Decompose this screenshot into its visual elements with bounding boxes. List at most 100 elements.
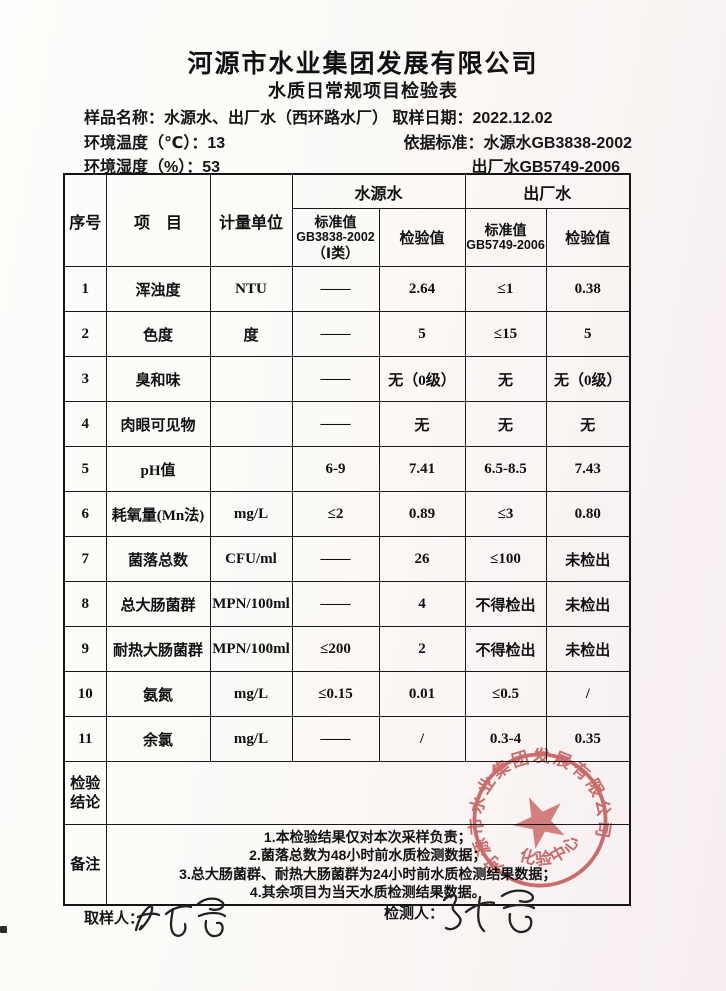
col-header-source-value: 检验值 bbox=[378, 208, 466, 267]
cell-row-number: 7 bbox=[63, 536, 107, 582]
table-row: 5 pH值 6-9 7.41 6.5-8.5 7.43 bbox=[63, 446, 631, 492]
cell-unit: CFU/ml bbox=[209, 536, 293, 582]
cell-source-standard: ≤2 bbox=[291, 491, 380, 537]
remark-line-2: 2.菌落总数为48小时前水质检测数据； bbox=[249, 847, 487, 863]
table-row: 11 余氯 mg/L —— / 0.3-4 0.35 bbox=[63, 716, 631, 762]
col-header-factory-standard: 标准值 GB5749-2006 bbox=[464, 208, 547, 267]
cell-source-value: 26 bbox=[378, 536, 466, 582]
cell-factory-value: 5 bbox=[545, 311, 631, 357]
seal-star bbox=[513, 797, 565, 850]
cell-unit bbox=[209, 356, 293, 402]
cell-row-number: 1 bbox=[63, 266, 107, 312]
cell-factory-standard: 6.5-8.5 bbox=[464, 446, 547, 492]
cell-factory-value: 未检出 bbox=[545, 581, 631, 627]
company-name: 河源市水业集团发展有限公司 bbox=[187, 50, 539, 78]
cell-source-value: 无 bbox=[378, 401, 466, 447]
table-row: 4 肉眼可见物 —— 无 无 无 bbox=[63, 401, 631, 447]
cell-factory-standard: ≤100 bbox=[464, 536, 547, 582]
remark-line-4: 4.其余项目为当天水质检测结果数据。 bbox=[249, 884, 486, 900]
cell-row-number: 10 bbox=[63, 671, 107, 717]
cell-factory-standard: 0.3-4 bbox=[464, 716, 547, 762]
col-header-unit: 计量单位 bbox=[209, 173, 293, 267]
cell-row-number: 2 bbox=[63, 311, 107, 357]
sampling-date-label: 取样日期： bbox=[392, 110, 473, 127]
cell-source-standard: —— bbox=[291, 716, 380, 762]
cell-source-standard: —— bbox=[291, 401, 380, 447]
tester-label: 检测人： bbox=[384, 905, 445, 922]
remarks-label: 备注 bbox=[70, 856, 101, 873]
cell-factory-standard: ≤0.5 bbox=[464, 671, 547, 717]
factory-standard-gb: GB5749-2006 bbox=[466, 238, 545, 252]
cell-unit: 度 bbox=[209, 311, 293, 357]
cell-source-standard: —— bbox=[291, 536, 380, 582]
sample-info-line: 样品名称：水源水、出厂水（西环路水厂） 取样日期：2022.12.02 bbox=[84, 104, 553, 128]
cell-factory-value: 0.80 bbox=[545, 491, 631, 537]
cell-factory-standard: 不得检出 bbox=[464, 581, 547, 627]
standard-factory-line: 出厂水GB5749-2006 bbox=[471, 153, 620, 177]
col-header-item: 项 目 bbox=[105, 173, 211, 267]
form-title: 水质日常规项目检验表 bbox=[268, 81, 458, 101]
cell-item-name: 总大肠菌群 bbox=[105, 581, 211, 627]
remark-line-3: 3.总大肠菌群、耐热大肠菌群为24小时前水质检测结果数据； bbox=[179, 865, 557, 882]
cell-source-standard: —— bbox=[291, 266, 380, 312]
cell-row-number: 9 bbox=[63, 626, 107, 672]
table-row: 9 耐热大肠菌群 MPN/100ml ≤200 2 不得检出 未检出 bbox=[63, 626, 631, 672]
cell-unit: mg/L bbox=[209, 491, 293, 537]
cell-factory-value: / bbox=[545, 671, 631, 717]
cell-item-name: 氨氮 bbox=[105, 671, 211, 717]
table-row: 10 氨氮 mg/L ≤0.15 0.01 ≤0.5 / bbox=[63, 671, 631, 717]
cell-source-standard: —— bbox=[291, 356, 380, 402]
cell-item-name: 色度 bbox=[105, 311, 211, 357]
cell-factory-value: 7.43 bbox=[545, 446, 631, 492]
cell-item-name: 臭和味 bbox=[105, 356, 211, 402]
cell-factory-standard: ≤15 bbox=[464, 311, 547, 357]
table-row: 8 总大肠菌群 MPN/100ml —— 4 不得检出 未检出 bbox=[63, 581, 631, 627]
cell-row-number: 6 bbox=[63, 491, 107, 537]
cell-unit: MPN/100ml bbox=[209, 626, 293, 672]
cell-source-standard: ≤200 bbox=[291, 626, 380, 672]
cell-row-number: 5 bbox=[63, 446, 107, 492]
cell-unit: NTU bbox=[209, 266, 293, 312]
water-quality-table: 序号 项 目 计量单位 水源水 出厂水 标准值 GB3838-2002 （Ⅰ类）… bbox=[63, 173, 632, 906]
cell-row-number: 3 bbox=[63, 356, 107, 402]
conclusion-label-line1: 检验 bbox=[70, 775, 101, 792]
col-header-source-standard: 标准值 GB3838-2002 （Ⅰ类） bbox=[291, 208, 380, 267]
source-standard-line1: 标准值 bbox=[314, 214, 357, 230]
col-header-no: 序号 bbox=[63, 173, 107, 267]
env-humidity-label: 环境湿度（%）： bbox=[84, 159, 203, 176]
cell-source-value: 0.89 bbox=[378, 491, 466, 537]
cell-factory-value: 0.35 bbox=[545, 716, 631, 762]
table-header-row-1: 序号 项 目 计量单位 水源水 出厂水 bbox=[63, 173, 631, 267]
cell-source-standard: ≤0.15 bbox=[291, 671, 380, 717]
cell-factory-standard: 不得检出 bbox=[464, 626, 547, 672]
group-header-source-water: 水源水 bbox=[291, 173, 466, 209]
cell-item-name: 余氯 bbox=[105, 716, 211, 762]
cell-row-number: 11 bbox=[63, 716, 107, 762]
cell-source-standard: 6-9 bbox=[291, 446, 380, 492]
env-temp-value: 13 bbox=[207, 135, 226, 152]
seal-ring bbox=[472, 752, 608, 888]
cell-source-value: 0.01 bbox=[378, 671, 466, 717]
cell-factory-standard: ≤3 bbox=[464, 491, 547, 537]
env-temp-line: 环境温度（℃）：13 bbox=[84, 129, 225, 153]
tester-signature: 张丽霞 bbox=[442, 889, 536, 934]
factory-standard-line1: 标准值 bbox=[484, 222, 527, 238]
cell-unit bbox=[209, 401, 293, 447]
cell-source-value: / bbox=[378, 716, 466, 762]
cell-source-value: 5 bbox=[378, 311, 466, 357]
cell-unit: mg/L bbox=[209, 716, 293, 762]
cell-row-number: 4 bbox=[63, 401, 107, 447]
sampling-date-value: 2022.12.02 bbox=[472, 110, 553, 127]
conclusion-label: 检验 结论 bbox=[63, 761, 107, 825]
cell-factory-standard: ≤1 bbox=[464, 266, 547, 312]
table-row: 2 色度 度 —— 5 ≤15 5 bbox=[63, 311, 631, 357]
cell-item-name: 浑浊度 bbox=[105, 266, 211, 312]
group-header-factory-water: 出厂水 bbox=[464, 173, 631, 209]
cell-factory-value: 无 bbox=[545, 401, 631, 447]
cell-unit: MPN/100ml bbox=[209, 581, 293, 627]
remarks-content: 1.本检验结果仅对本次采样负责； 2.菌落总数为48小时前水质检测数据； 3.总… bbox=[105, 824, 631, 906]
standard-line: 依据标准：水源水GB3838-2002 bbox=[403, 129, 632, 153]
cell-factory-value: 未检出 bbox=[545, 626, 631, 672]
cell-item-name: pH值 bbox=[105, 446, 211, 492]
sample-name-value: 水源水、出厂水（西环路水厂） bbox=[164, 110, 389, 127]
